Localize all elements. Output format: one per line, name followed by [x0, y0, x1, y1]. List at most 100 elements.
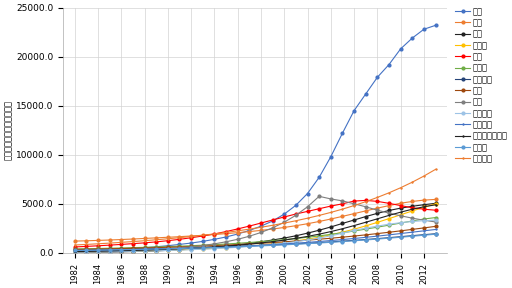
中国 [258, 224, 264, 228]
スペイン [316, 236, 322, 240]
英国 [316, 238, 322, 241]
米国 [234, 231, 241, 234]
インド [316, 236, 322, 239]
オーストラリア [188, 247, 194, 250]
韓国 [374, 212, 380, 215]
韓国 [200, 247, 206, 250]
インド [293, 239, 299, 243]
英国 [246, 242, 252, 246]
フランス [83, 248, 90, 251]
オランダ [281, 221, 287, 225]
インド [328, 233, 334, 236]
インド [397, 213, 403, 217]
日本 [351, 199, 357, 203]
フランス [409, 234, 415, 237]
オーストラリア [316, 232, 322, 236]
フランス [200, 246, 206, 249]
フランス [339, 239, 346, 243]
日本 [397, 204, 403, 207]
中国 [397, 47, 403, 51]
ドイツ [362, 228, 369, 231]
オーストラリア [351, 224, 357, 227]
オランダ [176, 236, 182, 239]
日本 [305, 210, 311, 213]
英国 [351, 234, 357, 238]
オーストラリア [409, 207, 415, 211]
中国 [223, 235, 229, 239]
ドイツ [234, 242, 241, 245]
韓国 [130, 250, 136, 253]
インド [386, 217, 392, 220]
インド [281, 241, 287, 244]
台湾 [328, 197, 334, 201]
スペイン [95, 250, 101, 253]
オランダ [351, 204, 357, 207]
オランダ [223, 231, 229, 234]
カナダ [386, 236, 392, 240]
フランス [421, 233, 427, 236]
米国 [130, 237, 136, 241]
イタリア [397, 232, 403, 235]
フランス [106, 248, 113, 251]
韓国 [118, 250, 124, 253]
台湾 [281, 221, 287, 224]
インド [141, 249, 147, 253]
韓国 [293, 234, 299, 238]
台湾 [293, 213, 299, 217]
韓国 [83, 251, 90, 254]
カナダ [130, 248, 136, 251]
ドイツ [176, 245, 182, 248]
カナダ [305, 242, 311, 245]
米国 [305, 222, 311, 226]
台湾 [223, 240, 229, 244]
日本 [118, 243, 124, 246]
英国 [165, 246, 171, 249]
フランス [246, 244, 252, 248]
Line: インド: インド [73, 202, 437, 253]
日本 [316, 207, 322, 211]
イタリア [165, 247, 171, 251]
オランダ [421, 174, 427, 178]
オーストラリア [293, 237, 299, 240]
Line: 台湾: 台湾 [73, 195, 437, 253]
英国 [106, 247, 113, 251]
オランダ [141, 239, 147, 242]
イタリア [200, 246, 206, 249]
韓国 [351, 218, 357, 222]
米国 [176, 235, 182, 238]
中国 [305, 192, 311, 195]
米国 [281, 226, 287, 229]
台湾 [118, 249, 124, 253]
インド [95, 250, 101, 253]
スペイン [397, 221, 403, 224]
中国 [351, 109, 357, 112]
台湾 [176, 246, 182, 250]
日本 [362, 199, 369, 202]
オーストラリア [362, 221, 369, 224]
スペイン [211, 247, 218, 250]
オーストラリア [165, 248, 171, 251]
Line: 日本: 日本 [73, 199, 437, 248]
英国 [211, 244, 218, 247]
イタリア [351, 237, 357, 240]
オーストラリア [234, 243, 241, 247]
インド [118, 250, 124, 253]
日本 [200, 234, 206, 238]
カナダ [258, 244, 264, 248]
オランダ [188, 235, 194, 238]
オーストラリア [397, 211, 403, 214]
フランス [118, 247, 124, 251]
フランス [374, 237, 380, 240]
オランダ [83, 243, 90, 246]
米国 [433, 198, 439, 201]
カナダ [188, 247, 194, 250]
ドイツ [386, 223, 392, 227]
ドイツ [118, 246, 124, 250]
オーストラリア [339, 227, 346, 230]
日本 [211, 232, 218, 236]
ドイツ [130, 246, 136, 249]
ドイツ [246, 241, 252, 244]
台湾 [200, 244, 206, 247]
カナダ [72, 249, 78, 252]
日本 [106, 243, 113, 247]
